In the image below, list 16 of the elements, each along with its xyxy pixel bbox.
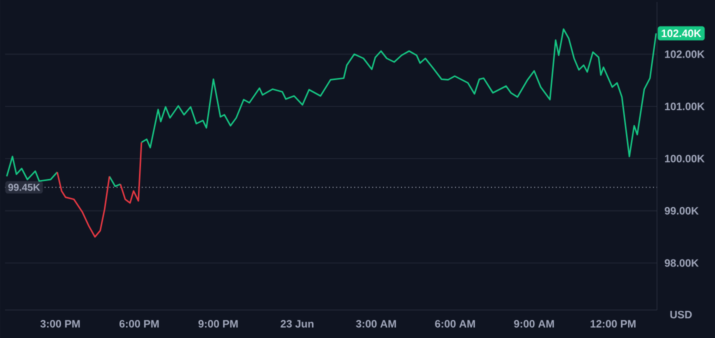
- y-tick-label: 99.00K: [664, 207, 699, 215]
- annotation: 102.40K: [662, 30, 702, 38]
- ref-line-label: 99.45K: [8, 184, 40, 191]
- x-tick-label: 12:00 PM: [590, 320, 636, 328]
- x-tick-label: 3:00 PM: [40, 320, 80, 328]
- y-axis-title: USD: [670, 310, 692, 318]
- y-tick-label: 101.00K: [665, 102, 705, 110]
- x-tick-label: 9:00 AM: [514, 320, 554, 328]
- x-tick-label: 9:00 PM: [198, 320, 238, 328]
- y-tick-label: 98.00K: [664, 259, 699, 267]
- x-tick-label: 6:00 PM: [120, 320, 159, 328]
- y-tick-label: 102.00K: [665, 50, 705, 58]
- y-tick-label: 100.00K: [665, 154, 705, 162]
- x-tick-label: 3:00 AM: [356, 320, 396, 328]
- x-tick-label: 23 Jun: [280, 320, 314, 328]
- x-tick-label: 6:00 AM: [435, 320, 475, 328]
